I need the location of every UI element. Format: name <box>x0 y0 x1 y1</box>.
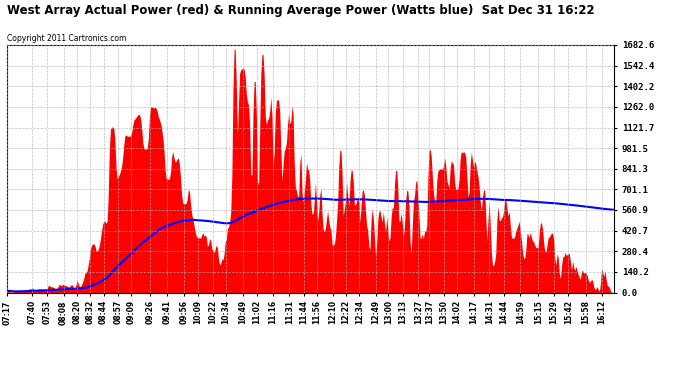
Text: West Array Actual Power (red) & Running Average Power (Watts blue)  Sat Dec 31 1: West Array Actual Power (red) & Running … <box>7 4 595 17</box>
Text: Copyright 2011 Cartronics.com: Copyright 2011 Cartronics.com <box>7 33 126 42</box>
